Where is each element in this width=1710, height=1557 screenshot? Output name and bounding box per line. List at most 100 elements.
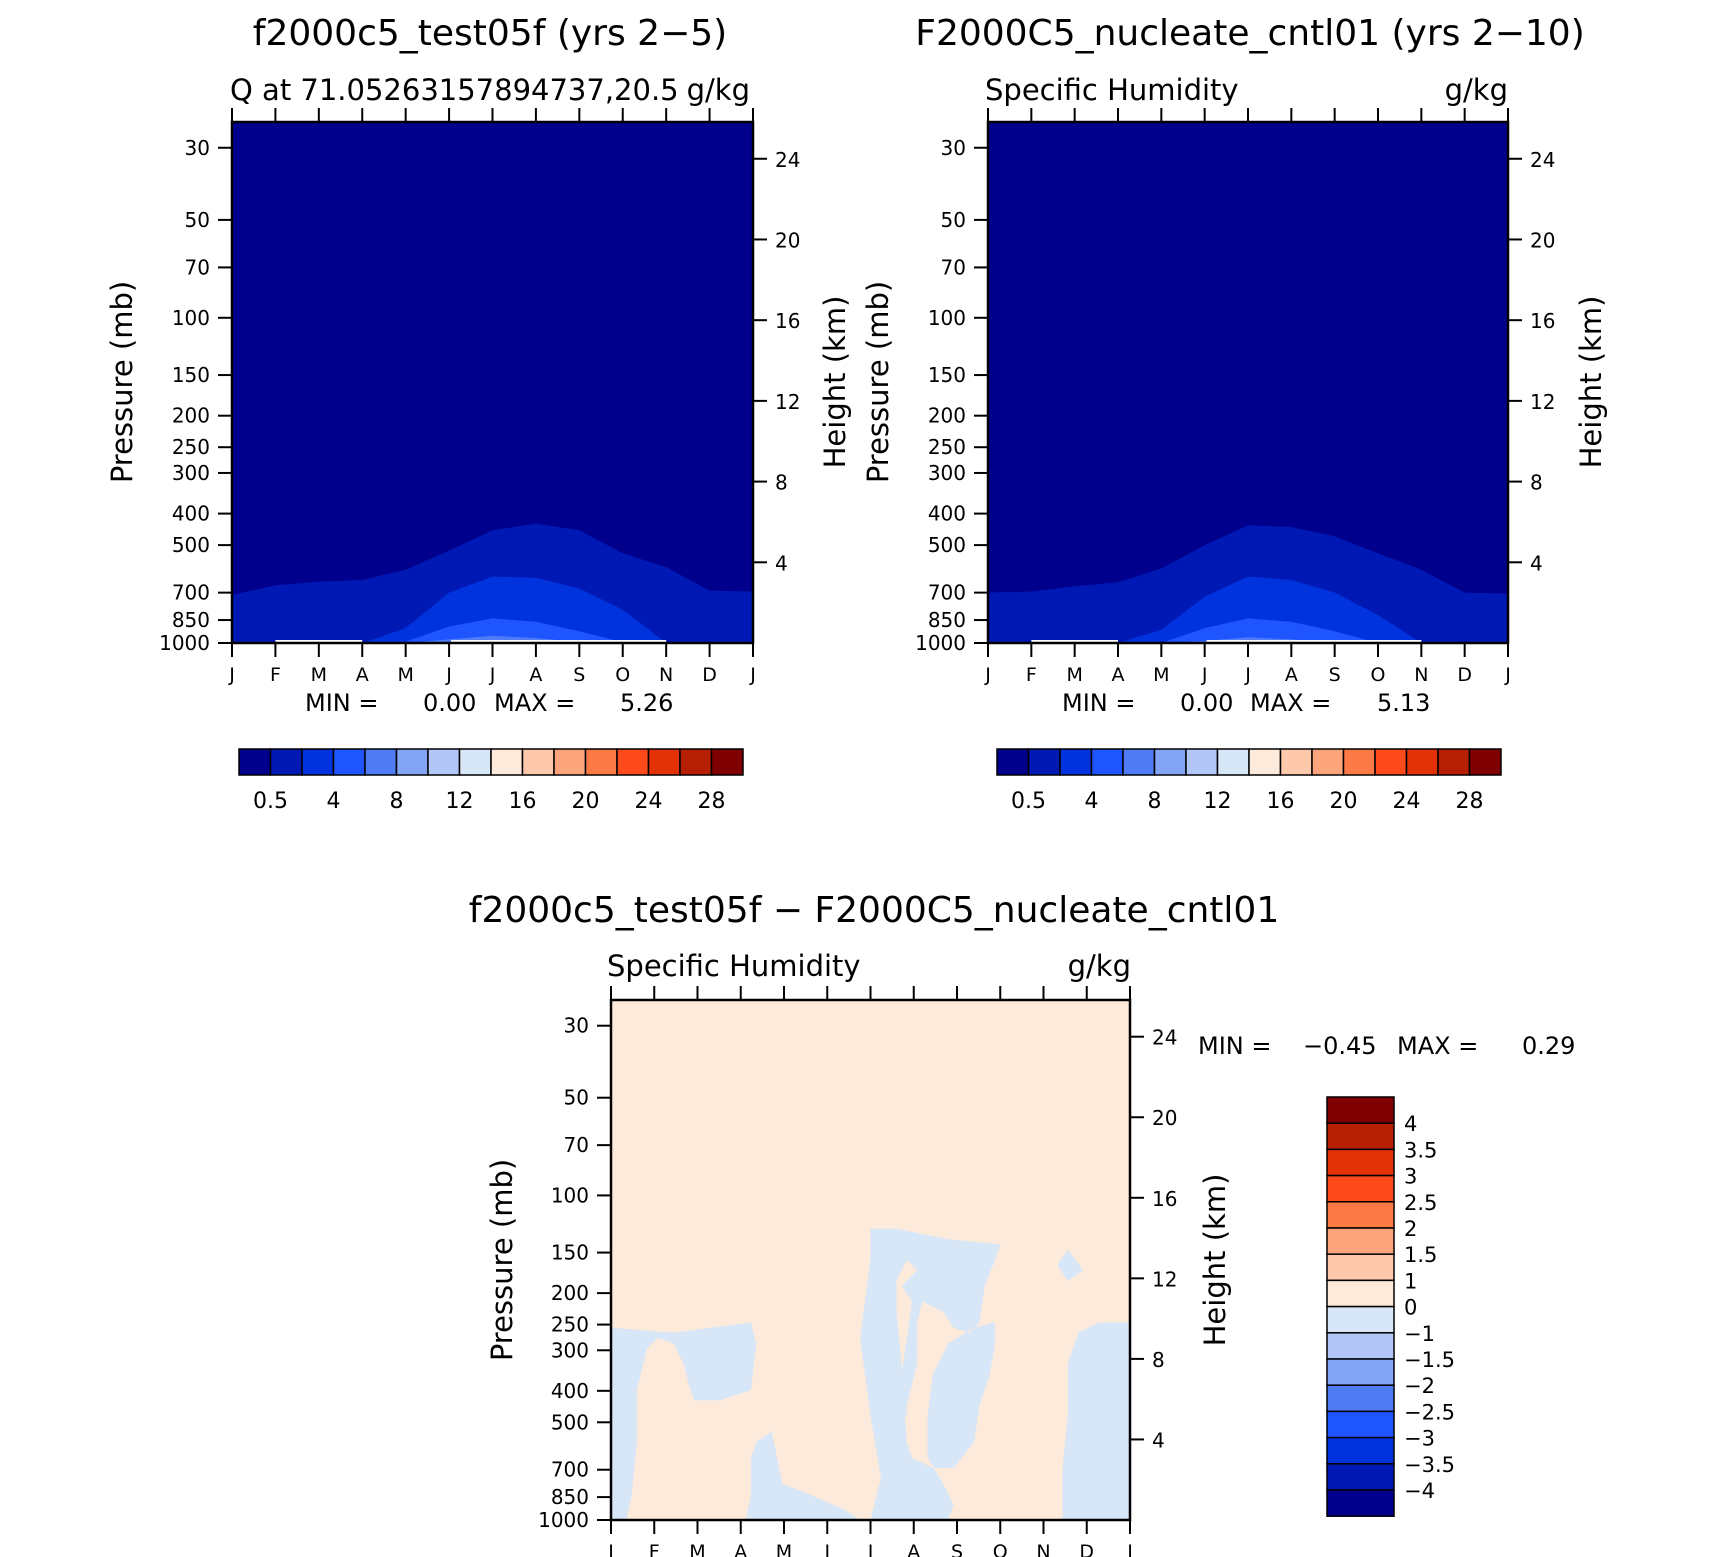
y-tick-label: 30	[564, 1014, 589, 1038]
colorbar-swatch	[1185, 748, 1219, 776]
y2-tick-label: 4	[775, 551, 788, 575]
x-tick-label: S	[573, 664, 585, 686]
y-tick-label: 850	[172, 608, 210, 632]
panel-2-right-label: g/kg	[1445, 73, 1508, 107]
y2-tick-label: 20	[775, 228, 800, 252]
colorbar-swatch	[1248, 748, 1282, 776]
x-tick-label: J	[984, 664, 991, 686]
panel-1-min-label: MIN =	[305, 689, 378, 717]
y-tick-label: 200	[551, 1281, 589, 1305]
y-tick-label: 300	[928, 461, 966, 485]
colorbar-swatch	[679, 748, 713, 776]
panel-1-title: f2000c5_test05f (yrs 2−5)	[253, 13, 727, 54]
negative-region	[860, 1228, 1001, 1520]
y2-tick-label: 12	[1530, 390, 1555, 414]
y2-tick-label: 16	[1530, 309, 1555, 333]
y2-tick-label: 24	[1152, 1026, 1177, 1050]
colorbar-label: 8	[1148, 789, 1162, 814]
panel-2-ylabel-right: Height (km)	[1574, 296, 1608, 469]
y-tick-label: 200	[928, 404, 966, 428]
colorbar-swatch	[364, 748, 398, 776]
colorbar-swatch	[1342, 748, 1376, 776]
y-tick-label: 500	[551, 1410, 589, 1434]
contour-fill-3	[232, 635, 753, 643]
panel-1-max-label: MAX =	[494, 689, 575, 717]
colorbar-label: 12	[446, 789, 474, 814]
colorbar-swatch	[616, 748, 650, 776]
colorbar-swatch	[1027, 748, 1061, 776]
y2-tick-label: 4	[1530, 551, 1543, 575]
y-tick-label: 250	[928, 435, 966, 459]
y2-tick-label: 16	[775, 309, 800, 333]
x-tick-label: O	[615, 664, 630, 686]
panel-3-max-value: 0.29	[1522, 1032, 1575, 1060]
panel-1-ylabel-right: Height (km)	[818, 296, 852, 469]
panel-3: f2000c5_test05f − F2000C5_nucleate_cntl0…	[469, 890, 1576, 1557]
colorbar-swatch	[1311, 748, 1345, 776]
y-tick-label: 700	[928, 581, 966, 605]
y-tick-label: 400	[928, 502, 966, 526]
colorbar-swatch	[1153, 748, 1187, 776]
y2-tick-label: 8	[1530, 471, 1543, 495]
colorbar-swatch	[269, 748, 303, 776]
panel-1-right-label: g/kg	[687, 73, 750, 107]
x-tick-label: N	[659, 664, 673, 686]
colorbar-swatch	[1326, 1358, 1395, 1386]
colorbar-label: 24	[1393, 789, 1421, 814]
colorbar-label: 24	[635, 789, 663, 814]
x-tick-label: A	[1112, 664, 1125, 686]
y-tick-label: 1000	[538, 1508, 589, 1532]
y2-tick-label: 24	[1530, 148, 1555, 172]
colorbar-swatch	[1326, 1332, 1395, 1360]
y-tick-label: 200	[172, 404, 210, 428]
panel-1-colorbar: 0.5 4 8 12 16 20 24 28	[238, 748, 744, 814]
panel-2-min-label: MIN =	[1062, 689, 1135, 717]
colorbar-swatch	[710, 748, 744, 776]
panel-1-max-value: 5.26	[620, 689, 673, 717]
panel-3-min-value: −0.45	[1303, 1032, 1377, 1060]
colorbar-label: 20	[1330, 789, 1358, 814]
colorbar-label: 0.5	[1011, 789, 1046, 814]
y2-tick-label: 8	[775, 471, 788, 495]
y2-tick-label: 24	[775, 148, 800, 172]
panel-2: F2000C5_nucleate_cntl01 (yrs 2−10) Speci…	[861, 13, 1608, 814]
colorbar-label: −2.5	[1404, 1400, 1455, 1424]
panel-2-left-label: Specific Humidity	[985, 73, 1239, 107]
x-tick-label: F	[1026, 664, 1037, 686]
colorbar-label: 28	[698, 789, 726, 814]
y-tick-label: 1000	[915, 631, 966, 655]
negative-region	[1057, 1249, 1084, 1281]
contour-fill-1	[988, 576, 1508, 643]
y-tick-label: 850	[551, 1485, 589, 1509]
colorbar-label: 28	[1456, 789, 1484, 814]
x-tick-label: M	[311, 664, 327, 686]
colorbar-swatch	[1326, 1174, 1395, 1203]
x-tick-label: J	[1126, 1541, 1133, 1557]
colorbar-label: −3	[1404, 1427, 1435, 1451]
contour-fill-2	[988, 618, 1508, 643]
x-tick-label: S	[951, 1541, 963, 1557]
x-tick-label: J	[607, 1541, 614, 1557]
colorbar-swatch	[1326, 1096, 1395, 1124]
colorbar-swatch	[1216, 748, 1250, 776]
colorbar-label: 0	[1404, 1296, 1417, 1320]
y-tick-label: 300	[551, 1338, 589, 1362]
y2-tick-label: 20	[1152, 1106, 1177, 1130]
colorbar-label: 4	[327, 789, 341, 814]
y2-tick-label: 8	[1152, 1348, 1165, 1372]
y-tick-label: 700	[172, 581, 210, 605]
colorbar-swatch	[1326, 1122, 1395, 1151]
x-tick-label: J	[228, 664, 235, 686]
panel-2-max-value: 5.13	[1377, 689, 1430, 717]
y-tick-label: 500	[172, 533, 210, 557]
colorbar-swatch	[332, 748, 366, 776]
colorbar-label: 4	[1404, 1112, 1417, 1136]
x-tick-label: S	[1329, 664, 1341, 686]
colorbar-label: −3.5	[1404, 1453, 1455, 1477]
panel-1-ylabel: Pressure (mb)	[105, 281, 139, 483]
colorbar-swatch	[584, 748, 618, 776]
x-tick-label: M	[1066, 664, 1082, 686]
colorbar-label: 2	[1404, 1217, 1417, 1241]
